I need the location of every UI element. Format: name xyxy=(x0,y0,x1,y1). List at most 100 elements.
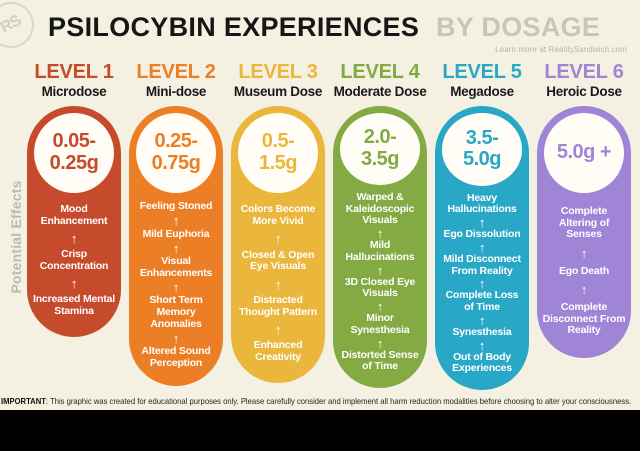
dose-line: 5.0g xyxy=(462,148,502,171)
level-column: LEVEL 4 Moderate Dose 2.0- 3.5g Warped & … xyxy=(333,60,427,390)
dose-pill: 0.05- 0.25g Mood Enhancement ↑ Crisp Concen… xyxy=(27,106,121,337)
disclaimer-text: IMPORTANT: This graphic was created for … xyxy=(1,396,631,406)
level-column: LEVEL 3 Museum Dose 0.5- 1.5g Colors Beco… xyxy=(231,60,325,390)
dose-line: 1.5g xyxy=(258,152,298,174)
up-arrow-icon: ↑ xyxy=(376,262,384,278)
level-heading: LEVEL 6 xyxy=(544,61,624,83)
effect-item: Enhanced Creativity xyxy=(253,339,303,363)
effect-item: Ego Dissolution xyxy=(443,228,521,240)
dose-line: 5.0g + xyxy=(556,141,612,164)
dose-pill: 0.25- 0.75g Feeling Stoned ↑ Mild Euphoria ↑… xyxy=(129,106,223,386)
bottom-black-bar xyxy=(0,410,640,451)
up-arrow-icon: ↑ xyxy=(376,226,384,241)
up-arrow-icon: ↑ xyxy=(580,245,588,261)
dose-line: 3.5g xyxy=(360,147,400,170)
up-arrow-icon: ↑ xyxy=(376,335,384,351)
learn-more-tagline: Learn more at RealitySandwich.com xyxy=(495,45,627,54)
dose-name-label: Moderate Dose xyxy=(333,84,427,99)
dose-name-label: Museum Dose xyxy=(233,84,323,99)
effect-item: Mild Hallucinations xyxy=(345,239,415,263)
up-arrow-icon: ↑ xyxy=(172,213,180,229)
dose-line: 0.05- xyxy=(52,130,96,153)
effect-item: Heavy Hallucinations xyxy=(447,191,517,216)
effect-item: Mild Disconnect From Reality xyxy=(443,252,521,277)
level-heading: LEVEL 4 xyxy=(340,61,420,83)
up-arrow-icon: ↑ xyxy=(70,276,78,291)
effect-item: Synesthesia xyxy=(452,325,512,338)
dose-name-label: Heroic Dose xyxy=(546,84,622,99)
effect-item: Short Term Memory Anomalies xyxy=(149,294,203,330)
up-arrow-icon: ↑ xyxy=(478,276,486,292)
up-arrow-icon: ↑ xyxy=(478,239,486,255)
up-arrow-icon: ↑ xyxy=(478,215,486,230)
effect-item: Mood Enhancement xyxy=(40,203,108,227)
effect-item: Distorted Sense of Time xyxy=(341,348,419,373)
dose-name-label: Microdose xyxy=(41,84,107,99)
effect-item: Feeling Stoned xyxy=(139,200,213,213)
effect-item: Complete Disconnect From Reality xyxy=(542,300,626,337)
effects-list: Colors Become More Vivid ↑ Closed & Open E… xyxy=(231,193,325,383)
level-heading: LEVEL 5 xyxy=(442,61,522,83)
effects-list: Mood Enhancement ↑ Crisp Concentration ↑ Inc… xyxy=(27,193,121,337)
effect-item: Visual Enhancements xyxy=(139,255,213,279)
effect-item: Out of Body Experiences xyxy=(452,350,512,375)
effect-item: Increased Mental Stamina xyxy=(33,293,115,317)
up-arrow-icon: ↑ xyxy=(478,312,486,328)
dose-pill: 3.5- 5.0g Heavy Hallucinations ↑ Ego Dissol… xyxy=(435,106,529,390)
rs-stamp-text: RS xyxy=(0,12,24,37)
level-heading: LEVEL 3 xyxy=(238,61,318,83)
dose-pill: 0.5- 1.5g Colors Become More Vivid ↑ Closed… xyxy=(231,106,325,383)
title-main: PSILOCYBIN EXPERIENCES xyxy=(48,12,420,42)
effects-list: Warped & Kaleidoscopic Visuals ↑ Mild Hall… xyxy=(333,185,427,388)
up-arrow-icon: ↑ xyxy=(376,299,384,314)
effect-item: Complete Loss of Time xyxy=(445,289,519,313)
effect-item: Warped & Kaleidoscopic Visuals xyxy=(345,190,415,227)
dose-range-circle: 0.05- 0.25g xyxy=(34,113,114,193)
effect-item: Colors Become More Vivid xyxy=(240,203,316,228)
title-suffix: BY DOSAGE xyxy=(436,12,601,42)
dose-pill: 5.0g + Complete Altering of Senses ↑ Ego D… xyxy=(537,106,631,358)
effect-item: Altered Sound Perception xyxy=(141,345,211,369)
up-arrow-icon: ↑ xyxy=(580,282,588,298)
dose-line: 0.25g xyxy=(49,152,99,174)
dose-line: 3.5- xyxy=(465,126,499,149)
effect-item: Minor Synesthesia xyxy=(350,312,410,336)
dose-range-circle: 0.25- 0.75g xyxy=(136,113,216,193)
effect-item: Ego Death xyxy=(558,264,610,277)
up-arrow-icon: ↑ xyxy=(274,231,282,247)
level-heading: LEVEL 1 xyxy=(34,61,114,83)
level-column: LEVEL 1 Microdose 0.05- 0.25g Mood Enhanc… xyxy=(27,60,121,390)
effect-item: Closed & Open Eye Visuals xyxy=(241,248,315,273)
effects-list: Feeling Stoned ↑ Mild Euphoria ↑ Visual Enha… xyxy=(129,193,223,386)
potential-effects-side-label: Potential Effects xyxy=(8,180,24,294)
rs-stamp-watermark: RS xyxy=(0,0,43,57)
dose-range-circle: 2.0- 3.5g xyxy=(340,113,420,185)
level-heading: LEVEL 2 xyxy=(136,61,216,83)
effect-item: Complete Altering of Senses xyxy=(558,204,610,241)
effect-item: Distracted Thought Pattern xyxy=(238,293,318,318)
up-arrow-icon: ↑ xyxy=(274,276,282,292)
effect-item: Crisp Concentration xyxy=(39,248,109,272)
dose-name-label: Megadose xyxy=(450,84,514,99)
dose-line: 0.25- xyxy=(154,130,198,153)
dose-name-label: Mini-dose xyxy=(145,84,207,99)
level-column: LEVEL 5 Megadose 3.5- 5.0g Heavy Hallucin… xyxy=(435,60,529,390)
effect-item: Mild Euphoria xyxy=(142,227,210,240)
level-column: LEVEL 2 Mini-dose 0.25- 0.75g Feeling Sto… xyxy=(129,60,223,390)
dose-line: 0.75g xyxy=(151,152,201,174)
effects-list: Heavy Hallucinations ↑ Ego Dissolution ↑ Mil… xyxy=(435,186,529,391)
disclaimer-body: : This graphic was created for education… xyxy=(45,396,632,406)
levels-row: LEVEL 1 Microdose 0.05- 0.25g Mood Enhanc… xyxy=(27,60,631,390)
dose-range-circle: 0.5- 1.5g xyxy=(238,113,318,193)
dose-line: 2.0- xyxy=(363,126,397,149)
effects-list: Complete Altering of Senses ↑ Ego Death ↑ Co… xyxy=(537,193,631,358)
dose-line: 0.5- xyxy=(261,130,295,153)
dose-range-circle: 3.5- 5.0g xyxy=(442,113,522,186)
effect-item: 3D Closed Eye Visuals xyxy=(344,275,416,300)
up-arrow-icon: ↑ xyxy=(172,330,180,346)
page-title: PSILOCYBIN EXPERIENCES BY DOSAGE xyxy=(48,12,600,43)
dose-pill: 2.0- 3.5g Warped & Kaleidoscopic Visuals ↑… xyxy=(333,106,427,388)
up-arrow-icon: ↑ xyxy=(172,279,180,295)
disclaimer-important-label: IMPORTANT xyxy=(1,396,46,406)
